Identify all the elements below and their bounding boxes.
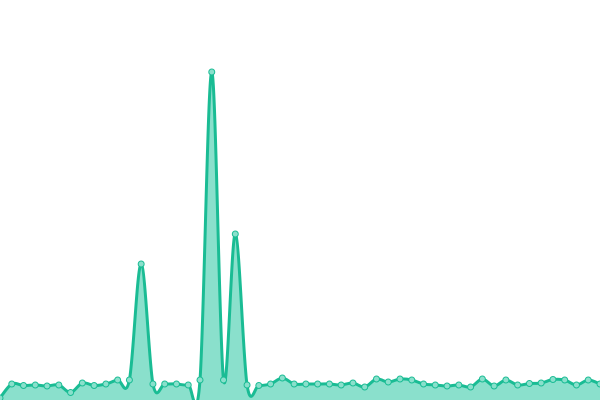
- data-point: [290, 380, 298, 388]
- data-point: [596, 380, 600, 388]
- data-point: [196, 376, 204, 384]
- data-point: [161, 380, 169, 388]
- data-point: [255, 382, 263, 389]
- data-point: [90, 382, 98, 389]
- data-point: [20, 382, 28, 389]
- area-fill: [0, 72, 600, 400]
- data-point: [420, 380, 428, 388]
- data-point: [490, 382, 498, 390]
- data-point: [55, 381, 63, 389]
- series-line: [0, 70, 600, 400]
- data-point: [372, 375, 380, 383]
- data-points: [0, 68, 600, 400]
- data-point: [549, 376, 557, 383]
- data-point: [243, 381, 251, 389]
- data-point: [525, 380, 533, 387]
- data-point: [443, 382, 451, 390]
- data-point: [149, 380, 157, 388]
- data-point: [584, 376, 592, 384]
- data-point: [231, 230, 239, 238]
- data-point: [267, 380, 275, 388]
- data-point: [537, 379, 545, 387]
- data-point: [325, 380, 333, 388]
- data-point: [408, 376, 416, 384]
- data-point: [467, 383, 475, 391]
- data-point: [67, 389, 75, 396]
- data-point: [361, 383, 369, 391]
- data-point: [114, 376, 122, 384]
- data-point: [502, 376, 510, 384]
- data-point: [455, 381, 463, 389]
- data-point: [561, 376, 569, 384]
- data-point: [208, 68, 216, 76]
- data-point: [102, 380, 110, 388]
- data-point: [349, 379, 357, 387]
- data-point: [572, 381, 580, 389]
- data-point: [0, 394, 4, 400]
- data-point: [337, 381, 345, 389]
- data-point: [384, 378, 392, 386]
- data-point: [314, 380, 322, 388]
- data-point: [431, 381, 439, 389]
- data-point: [278, 374, 286, 382]
- data-point: [514, 381, 522, 389]
- data-point: [43, 382, 51, 390]
- data-point: [78, 379, 86, 387]
- data-point: [125, 376, 133, 384]
- data-point: [184, 381, 192, 389]
- data-point: [172, 380, 180, 388]
- data-point: [8, 380, 16, 388]
- data-point: [302, 380, 310, 388]
- data-point: [478, 375, 486, 383]
- data-point: [220, 376, 228, 384]
- data-point: [137, 260, 145, 268]
- data-point: [396, 375, 404, 383]
- data-point: [31, 381, 39, 389]
